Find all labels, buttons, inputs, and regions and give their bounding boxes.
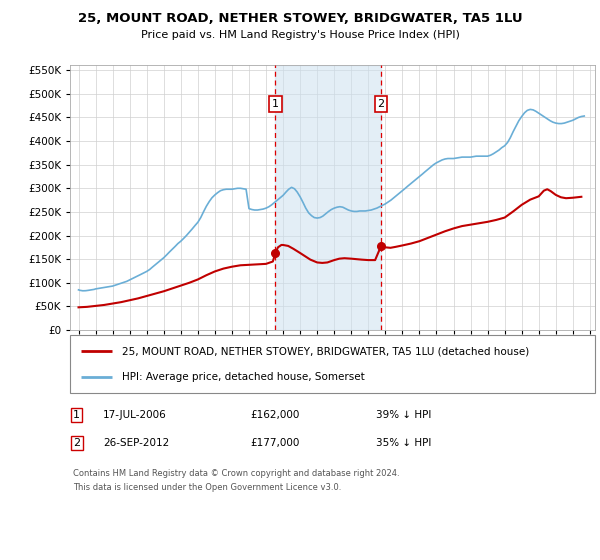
Text: 1: 1 bbox=[272, 99, 279, 109]
Text: HPI: Average price, detached house, Somerset: HPI: Average price, detached house, Some… bbox=[122, 372, 365, 382]
Text: 25, MOUNT ROAD, NETHER STOWEY, BRIDGWATER, TA5 1LU: 25, MOUNT ROAD, NETHER STOWEY, BRIDGWATE… bbox=[77, 12, 523, 25]
Text: 39% ↓ HPI: 39% ↓ HPI bbox=[376, 410, 431, 420]
Text: 35% ↓ HPI: 35% ↓ HPI bbox=[376, 438, 431, 448]
Text: 1: 1 bbox=[73, 410, 80, 420]
Text: 25, MOUNT ROAD, NETHER STOWEY, BRIDGWATER, TA5 1LU (detached house): 25, MOUNT ROAD, NETHER STOWEY, BRIDGWATE… bbox=[122, 346, 530, 356]
Text: 2: 2 bbox=[377, 99, 385, 109]
Text: 26-SEP-2012: 26-SEP-2012 bbox=[103, 438, 169, 448]
Text: 2: 2 bbox=[73, 438, 80, 448]
FancyBboxPatch shape bbox=[70, 335, 595, 393]
Bar bbox=[275, 65, 381, 330]
Text: 17-JUL-2006: 17-JUL-2006 bbox=[103, 410, 167, 420]
Text: This data is licensed under the Open Government Licence v3.0.: This data is licensed under the Open Gov… bbox=[73, 483, 341, 492]
Text: Price paid vs. HM Land Registry's House Price Index (HPI): Price paid vs. HM Land Registry's House … bbox=[140, 30, 460, 40]
Text: £162,000: £162,000 bbox=[250, 410, 299, 420]
Text: Contains HM Land Registry data © Crown copyright and database right 2024.: Contains HM Land Registry data © Crown c… bbox=[73, 469, 400, 478]
Text: £177,000: £177,000 bbox=[250, 438, 299, 448]
